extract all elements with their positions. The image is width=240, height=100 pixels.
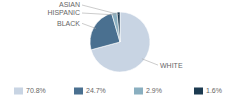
legend-label: 2.9% (146, 87, 162, 94)
leader-line (82, 23, 96, 28)
leader-line (82, 5, 119, 14)
leader-line (82, 13, 115, 15)
legend-swatch (74, 88, 83, 95)
legend-item: 70.8% (14, 87, 46, 94)
legend-label: 24.7% (86, 87, 106, 94)
legend-item: 2.9% (134, 87, 162, 94)
pie-slice (117, 12, 120, 42)
legend-item: 1.6% (194, 87, 222, 94)
pie (90, 12, 150, 72)
slice-label: ASIAN (59, 1, 80, 8)
legend-label: 70.8% (26, 87, 46, 94)
legend-swatch (134, 88, 143, 95)
slice-label: WHITE (160, 62, 183, 69)
chart: WHITE BLACK HISPANICASIAN 70.8% 24.7% 2.9% 1.6… (0, 0, 240, 100)
legend-label: 1.6% (206, 87, 222, 94)
slice-label: BLACK (57, 20, 80, 27)
slice-label: HISPANIC (47, 9, 80, 16)
legend-item: 24.7% (74, 87, 106, 94)
legend-swatch (14, 88, 23, 95)
leader-line (142, 59, 158, 65)
legend-swatch (194, 88, 203, 95)
legend: 70.8% 24.7% 2.9% 1.6% (14, 87, 222, 94)
slice-labels: WHITE BLACK HISPANICASIAN (47, 1, 182, 68)
pie-slice (112, 12, 120, 42)
